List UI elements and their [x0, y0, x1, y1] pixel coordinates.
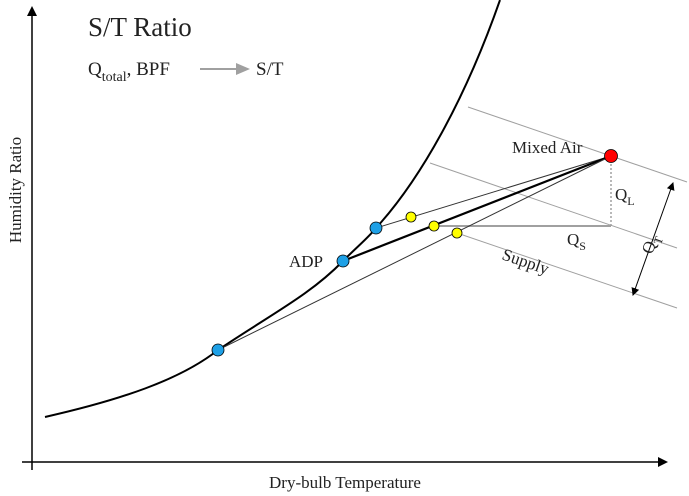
- mixed-air-point: [604, 149, 618, 163]
- y-axis-label: Humidity Ratio: [6, 137, 25, 243]
- adp-label: ADP: [289, 252, 323, 271]
- supply-label: Supply: [500, 245, 552, 279]
- qt-arrow: [631, 182, 675, 296]
- subtitle-result: S/T: [256, 59, 284, 80]
- mixed-air-label: Mixed Air: [512, 138, 583, 157]
- process-line-adp: [342, 154, 612, 263]
- process-line-lower: [217, 155, 612, 351]
- saturation-point-low: [211, 343, 225, 357]
- ql-label: QL: [615, 185, 635, 208]
- saturation-point-high: [369, 221, 383, 235]
- qs-label: QS: [567, 230, 586, 253]
- supply-point-3: [451, 227, 463, 239]
- x-axis-label: Dry-bulb Temperature: [269, 473, 421, 492]
- supply-point-2: [428, 220, 440, 232]
- subtitle: Qtotal, BPF: [88, 59, 170, 85]
- adp-point: [336, 254, 350, 268]
- title: S/T Ratio: [88, 12, 192, 42]
- supply-point-1: [405, 211, 417, 223]
- qt-label: QT: [638, 231, 667, 258]
